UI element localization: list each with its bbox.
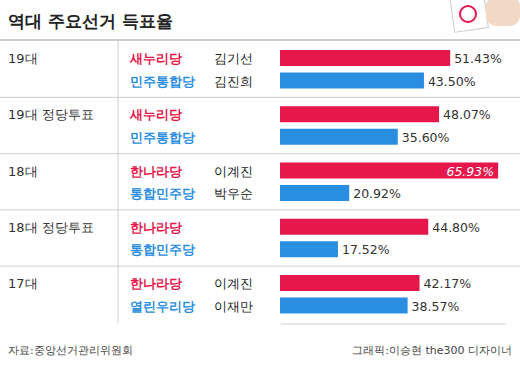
data-label: 17.52% xyxy=(342,242,390,257)
bar xyxy=(280,219,428,235)
ballot-stamp xyxy=(460,6,476,22)
bar xyxy=(280,275,420,291)
bar xyxy=(280,73,424,89)
data-label: 65.93% xyxy=(446,164,494,179)
x-axis xyxy=(281,324,506,325)
data-label: 48.07% xyxy=(443,107,491,122)
x-axis-line xyxy=(281,324,506,325)
title: 역대 주요선거 득표율 xyxy=(8,11,173,31)
source: 자료:중앙선거관리위원회 xyxy=(8,344,133,357)
data-label: 42.17% xyxy=(424,276,472,291)
group-label: 18대 정당투표 xyxy=(8,220,94,235)
party-label: 통합민주당 xyxy=(130,186,195,201)
ballot-icon xyxy=(450,0,520,32)
party-label: 열린우리당 xyxy=(130,299,195,314)
group-label: 18대 xyxy=(8,164,38,179)
candidate-label: 박우순 xyxy=(214,186,253,201)
data-label: 35.60% xyxy=(402,130,450,145)
bar xyxy=(280,50,450,66)
candidate-label: 김진희 xyxy=(214,74,253,89)
data-label: 43.50% xyxy=(428,74,476,89)
group-separator xyxy=(0,153,520,154)
data-label: 44.80% xyxy=(432,220,480,235)
bars xyxy=(280,50,498,314)
labels: 19대 19대 정당투표 18대 18대 정당투표 17대 새누리당 김기선민주통합당 김진희… xyxy=(8,51,502,314)
party-label: 민주통합당 xyxy=(130,74,195,89)
bar xyxy=(280,298,408,314)
candidate-label: 김기선 xyxy=(214,51,253,66)
party-label: 한나라당 xyxy=(130,220,182,235)
group-label: 17대 xyxy=(8,276,38,291)
bar xyxy=(280,163,498,179)
credit: 그래픽:이승현 the300 디자이너 xyxy=(352,344,512,357)
party-label: 새누리당 xyxy=(129,107,182,122)
party-label: 새누리당 xyxy=(129,51,182,66)
group-label: 19대 xyxy=(8,51,38,66)
data-label: 51.43% xyxy=(454,51,502,66)
candidate-label: 이계진 xyxy=(214,276,253,291)
party-label: 민주통합당 xyxy=(130,130,195,145)
group-separator xyxy=(0,97,520,98)
bar xyxy=(280,106,439,122)
party-label: 한나라당 xyxy=(130,276,182,291)
group-separator xyxy=(0,209,520,210)
chart: 역대 주요선거 득표율 19대 19대 정당투표 18대 18대 정당투표 17대 새누리당… xyxy=(0,0,520,386)
bar xyxy=(280,129,398,145)
group-label: 19대 정당투표 xyxy=(8,107,94,122)
party-label: 한나라당 xyxy=(130,164,182,179)
column-divider xyxy=(118,40,119,324)
group-separator xyxy=(0,266,520,267)
candidate-label: 이재만 xyxy=(214,299,253,314)
header-rule xyxy=(0,40,520,41)
data-label: 38.57% xyxy=(412,299,460,314)
bar xyxy=(280,241,338,257)
data-label: 20.92% xyxy=(353,186,401,201)
hand xyxy=(486,0,520,26)
bar xyxy=(280,185,349,201)
party-label: 통합민주당 xyxy=(130,242,195,257)
ballot-paper xyxy=(450,0,489,32)
candidate-label: 이계진 xyxy=(214,164,253,179)
background xyxy=(0,0,520,386)
